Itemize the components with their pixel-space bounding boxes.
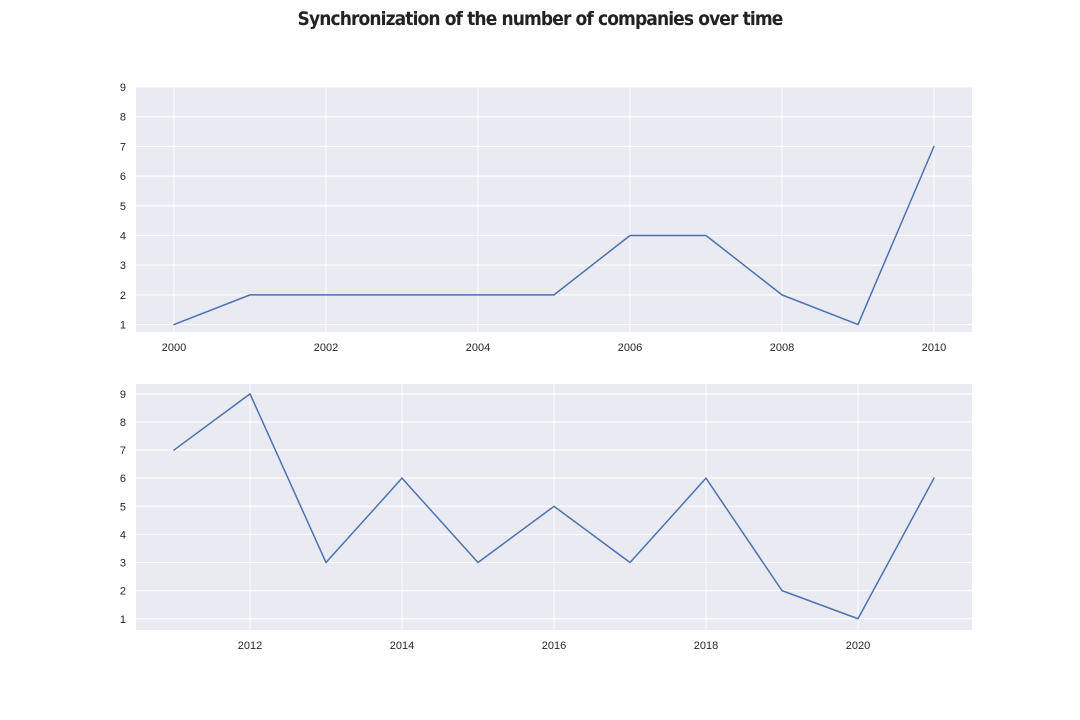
y-tick-label: 2: [120, 586, 126, 598]
y-tick-label: 9: [120, 82, 126, 94]
x-tick-label: 2012: [238, 640, 262, 652]
y-tick-label: 7: [120, 445, 126, 457]
plot-area-1: [136, 87, 972, 332]
x-tick-label: 2004: [466, 342, 490, 354]
x-tick-label: 2016: [542, 640, 566, 652]
y-tick-label: 9: [120, 389, 126, 401]
y-tick-label: 1: [120, 614, 126, 626]
y-tick-label: 2: [120, 290, 126, 302]
y-tick-label: 5: [120, 501, 126, 513]
y-tick-label: 7: [120, 141, 126, 153]
y-tick-label: 4: [120, 529, 126, 541]
x-tick-label: 2000: [162, 342, 186, 354]
y-tick-label: 1: [120, 320, 126, 332]
chart-title: Synchronization of the number of compani…: [297, 8, 784, 30]
y-tick-label: 6: [120, 171, 126, 183]
x-tick-label: 2018: [694, 640, 718, 652]
y-tick-label: 4: [120, 230, 126, 242]
y-tick-label: 3: [120, 260, 126, 272]
y-tick-label: 3: [120, 558, 126, 570]
x-tick-label: 2010: [922, 342, 946, 354]
x-tick-label: 2020: [846, 640, 870, 652]
y-tick-label: 5: [120, 201, 126, 213]
x-tick-label: 2006: [618, 342, 642, 354]
x-tick-label: 2008: [770, 342, 794, 354]
x-tick-label: 2014: [390, 640, 414, 652]
x-tick-label: 2002: [314, 342, 338, 354]
y-tick-label: 8: [120, 112, 126, 124]
y-tick-label: 6: [120, 473, 126, 485]
y-tick-label: 8: [120, 417, 126, 429]
